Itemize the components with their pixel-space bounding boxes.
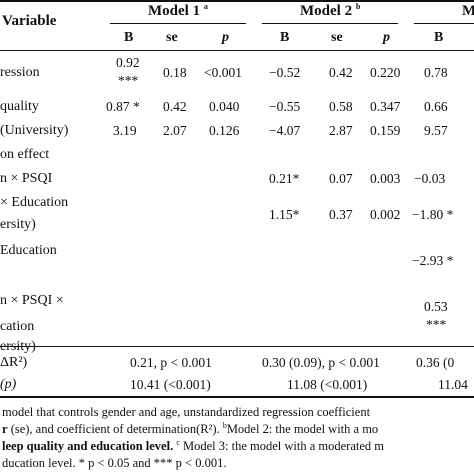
cell-m1-se: 0.18 xyxy=(163,65,187,80)
header-model-3: M xyxy=(462,3,474,19)
cell-m2-b: −0.55 xyxy=(269,99,301,114)
cell-m2-se: 0.07 xyxy=(329,171,353,186)
row-label: (University) xyxy=(0,123,69,138)
cell-m3-b: 0.78 xyxy=(424,65,448,80)
cell-m3-b: −0.03 xyxy=(414,171,446,186)
stats-m2-r2: 0.30 (0.09), p < 0.001 xyxy=(262,355,380,370)
bottom-rule xyxy=(0,396,474,398)
cell-m2-p: 0.220 xyxy=(370,65,401,80)
cell-m1-b: 0.87 * xyxy=(106,99,140,114)
row-label: n × PSQI xyxy=(0,171,53,186)
footnote-line-3: leep quality and education level. c Mode… xyxy=(2,437,385,453)
row-label: ression xyxy=(0,65,40,80)
cell-m2-b: 0.21* xyxy=(269,171,300,186)
header-variable: Variable xyxy=(2,13,57,29)
cell-m3-b: −2.93 * xyxy=(412,253,454,268)
top-rule xyxy=(0,0,474,2)
cell-m2-p: 0.347 xyxy=(370,99,401,114)
row-label-cont: ersity) xyxy=(0,339,36,354)
cell-m1-p: 0.040 xyxy=(209,99,240,114)
stats-m3-f: 11.04 xyxy=(438,377,468,392)
cell-m3-b-extra: *** xyxy=(426,317,447,332)
stats-m1-r2: 0.21, p < 0.001 xyxy=(130,355,212,370)
sub-m1-p: p xyxy=(222,30,229,45)
row-label: n × PSQI × xyxy=(0,293,64,308)
cell-m2-se: 2.87 xyxy=(329,123,353,138)
cell-m2-b: −0.52 xyxy=(269,65,301,80)
cell-m3-b: −1.80 * xyxy=(412,207,454,222)
cell-m3-b: 0.53 xyxy=(424,299,448,314)
cell-m1-p: <0.001 xyxy=(204,65,242,80)
stats-m1-f: 10.41 (<0.001) xyxy=(130,377,211,392)
body-rule xyxy=(0,346,474,347)
subheader-rule xyxy=(0,50,474,51)
stats-m2-f: 11.08 (<0.001) xyxy=(287,377,368,392)
cell-m1-se: 0.42 xyxy=(163,99,187,114)
header-model-1: Model 1 a xyxy=(148,2,208,19)
cell-m2-se: 0.58 xyxy=(329,99,353,114)
cell-m2-p: 0.159 xyxy=(370,123,401,138)
cell-m1-b-extra: *** xyxy=(118,73,139,88)
sub-m2-se: se xyxy=(331,30,343,45)
cell-m3-b: 0.66 xyxy=(424,99,448,114)
sub-m1-b: B xyxy=(124,30,134,45)
stats-m3-r2: 0.36 (0 xyxy=(416,355,455,370)
row-label: Education xyxy=(0,243,57,258)
row-label: quality xyxy=(0,99,39,114)
sub-m2-b: B xyxy=(280,30,290,45)
cell-m1-se: 2.07 xyxy=(163,123,187,138)
cell-m1-b: 0.92 xyxy=(116,55,140,70)
cell-m2-se: 0.37 xyxy=(329,207,353,222)
footnote-line-2: r (se), and coefficient of determination… xyxy=(2,420,379,436)
stats-label-f: (p) xyxy=(0,377,17,392)
sub-m2-p: p xyxy=(383,30,390,45)
cell-m2-b: 1.15* xyxy=(269,207,300,222)
row-label: on effect xyxy=(0,147,50,162)
model-3-underline xyxy=(414,23,474,24)
cell-m1-b: 3.19 xyxy=(113,123,137,138)
model-1-underline xyxy=(110,23,246,24)
sub-m3-b: B xyxy=(434,30,444,45)
cell-m2-p: 0.003 xyxy=(370,171,401,186)
sub-m1-se: se xyxy=(166,30,178,45)
cell-m2-se: 0.42 xyxy=(329,65,353,80)
cell-m2-b: −4.07 xyxy=(269,123,301,138)
header-model-2: Model 2 b xyxy=(300,2,361,19)
model-2-underline xyxy=(262,23,398,24)
footnote-line-4: ducation level. * p < 0.05 and *** p < 0… xyxy=(2,456,227,470)
stats-label-r2: ΔR²) xyxy=(0,355,28,370)
row-label: × Education xyxy=(0,195,69,210)
cell-m3-b: 9.57 xyxy=(424,123,448,138)
row-label-cont: cation xyxy=(0,319,35,334)
cell-m2-p: 0.002 xyxy=(370,207,401,222)
cell-m1-p: 0.126 xyxy=(209,123,240,138)
row-label-cont: ersity) xyxy=(0,217,36,232)
footnote-line-1: model that controls gender and age, unst… xyxy=(2,405,371,419)
